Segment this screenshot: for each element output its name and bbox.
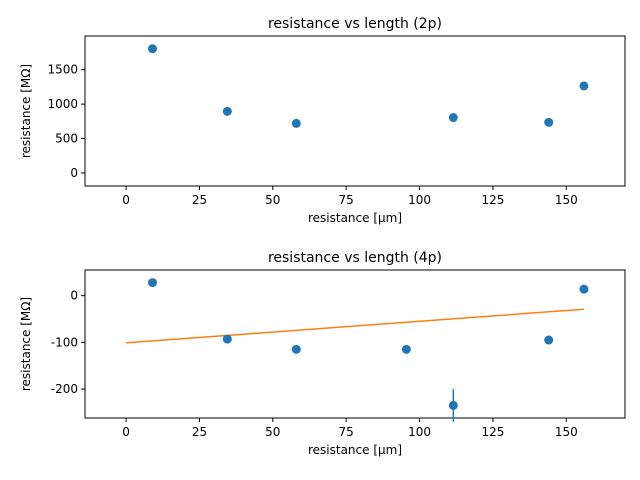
y-tick-label: 1500 [47,63,78,77]
data-point [291,344,301,354]
data-point [222,106,232,116]
plot-2: resistance vs length (4p) 0 25 50 75 100 125 15… [19,250,626,457]
data-point [148,278,157,288]
data-point [291,118,301,128]
x-tick-label: 125 [481,193,504,207]
fit-line [126,308,584,344]
x-tick-label: 25 [192,425,207,439]
axes-frame [84,35,626,187]
y-tick-label: -100 [51,335,78,349]
x-tick-label: 125 [481,425,504,439]
data-point [544,117,554,127]
x-tick-label: 0 [122,193,130,207]
data-point [401,344,411,354]
x-tick-label: 100 [408,193,431,207]
x-tick-label: 75 [339,193,354,207]
y-tick-label: 1000 [47,97,78,111]
y-axis-label: resistance [MΩ] [19,297,33,391]
x-tick-label: 100 [408,425,431,439]
data-point [148,44,157,54]
y-tick-label: 500 [55,132,78,146]
plot-1: resistance vs length (2p) 0 25 50 75 100 125 15… [19,16,626,225]
data-point [579,284,589,294]
data-point [448,400,458,410]
x-tick-label: 50 [265,193,280,207]
y-axis-label: resistance [MΩ] [19,64,33,158]
x-tick-label: 75 [339,425,354,439]
x-axis-label: resistance [µm] [308,211,402,225]
chart-title: resistance vs length (4p) [268,250,442,266]
chart-title: resistance vs length (2p) [268,16,442,32]
data-point [222,334,232,344]
x-tick-label: 150 [555,193,578,207]
x-tick-label: 0 [122,425,130,439]
x-tick-label: 150 [555,425,578,439]
x-tick-label: 50 [265,425,280,439]
data-point [448,113,458,123]
x-tick-label: 25 [192,193,207,207]
axes-frame [84,269,626,419]
y-tick-label: -200 [51,382,78,396]
y-tick-label: 0 [70,289,78,303]
y-tick-label: 0 [70,166,78,180]
data-point [544,335,554,345]
x-axis-label: resistance [µm] [308,443,402,457]
data-point [579,81,589,91]
